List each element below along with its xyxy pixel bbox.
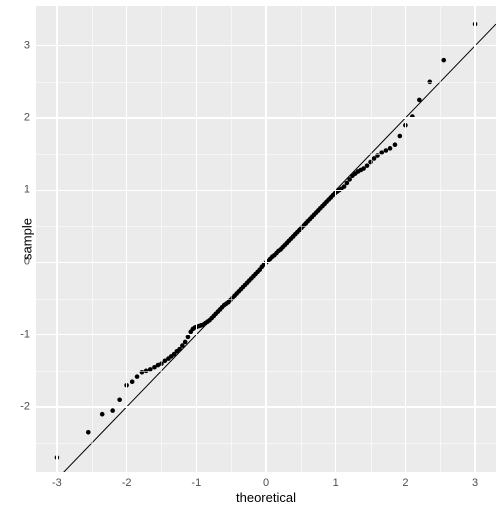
x-tick-label: -2 [122,478,132,489]
data-point [393,142,398,147]
x-tick-label: 3 [472,478,478,489]
x-axis-title: theoretical [236,490,296,505]
y-tick-label: -2 [20,401,30,412]
data-point [342,184,347,189]
data-point [365,163,370,168]
data-point [110,408,115,413]
data-point [384,148,389,153]
data-point [100,412,105,417]
x-tick-label: -3 [52,478,62,489]
y-tick-label: -1 [20,329,30,340]
data-point [135,374,140,379]
data-point [388,146,393,151]
y-tick-label: 3 [24,40,30,51]
x-tick-label: -1 [191,478,201,489]
x-tick-label: 0 [263,478,269,489]
data-point [417,98,422,103]
x-tick-label: 1 [333,478,339,489]
plot-panel: -3-2-10123-2-10123 [36,6,496,472]
x-tick-label: 2 [402,478,408,489]
data-point [347,177,352,182]
data-point [345,181,350,186]
y-tick-label: 1 [24,185,30,196]
data-point [398,134,403,139]
qq-plot-figure: -3-2-10123-2-10123 theoretical sample [0,0,504,504]
data-point [117,397,122,402]
data-point [177,347,182,352]
data-point [180,343,185,348]
data-point [130,379,135,384]
y-tick-label: 2 [24,112,30,123]
y-axis-title: sample [19,218,34,260]
data-point [86,430,91,435]
data-point [441,58,446,63]
data-point [183,340,188,345]
